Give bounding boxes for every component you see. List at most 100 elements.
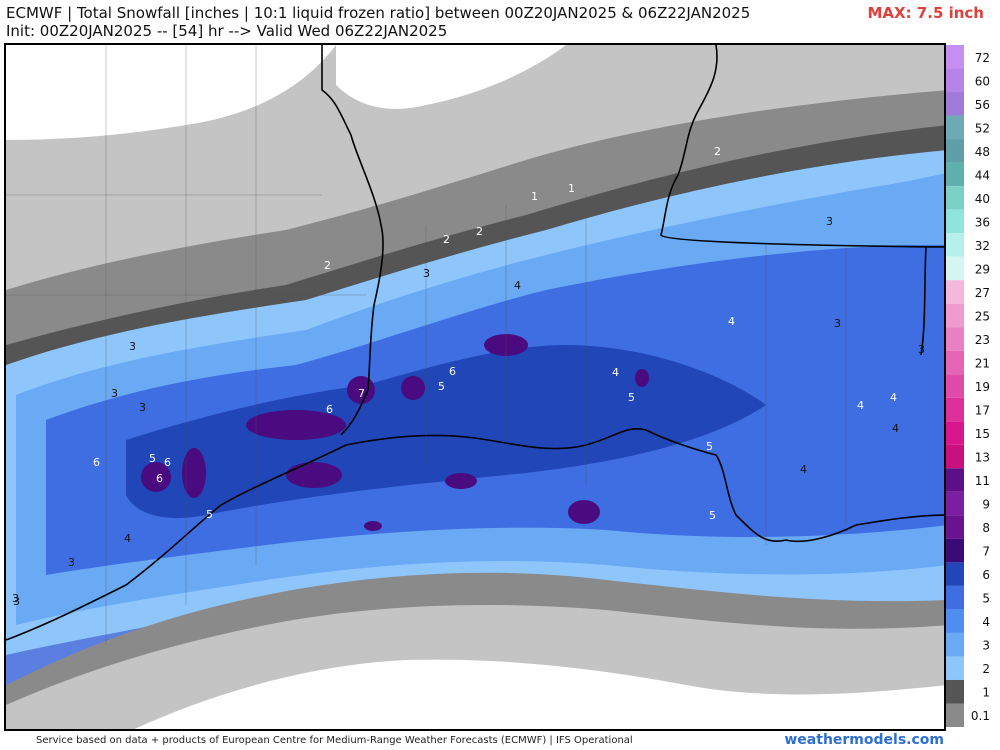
snow-7in-spot xyxy=(401,376,425,400)
legend-swatch xyxy=(946,256,964,281)
snowfall-legend: 72 60 56 52 48 44 40 36 32 29 27 25 23 21 19 17 15 13 11 9 8… xyxy=(946,45,1000,727)
weathermodels-brand[interactable]: weathermodels.com xyxy=(784,732,944,748)
contour-label: 3 xyxy=(834,317,841,330)
contour-label: 5 xyxy=(149,452,156,465)
legend-level-label: 17 xyxy=(975,404,990,418)
contour-label: 3 xyxy=(111,387,118,400)
legend-level-label: 8 xyxy=(982,521,990,535)
contour-label: 6 xyxy=(326,403,333,416)
contour-label: 5 xyxy=(709,509,716,522)
legend-level-label: 7 xyxy=(982,545,990,559)
contour-label: 5 xyxy=(706,440,713,453)
contour-label: 2 xyxy=(324,259,331,272)
snow-7in-spot xyxy=(635,369,649,387)
data-credit: Service based on data + products of Euro… xyxy=(36,735,633,746)
legend-swatch xyxy=(946,280,964,304)
legend-level-label: 0.1 xyxy=(971,709,990,723)
legend-level-label: 56 xyxy=(975,98,990,112)
legend-swatch xyxy=(946,68,964,93)
legend-level-label: 25 xyxy=(975,309,990,323)
legend-level-label: 21 xyxy=(975,356,990,370)
legend-swatch xyxy=(946,632,964,657)
contour-label: 3 xyxy=(68,556,75,569)
contour-label: 6 xyxy=(164,456,171,469)
state-boundaries xyxy=(6,45,944,641)
gulf-coastline xyxy=(6,428,944,641)
legend-swatch xyxy=(946,609,964,633)
contour-label: 3 xyxy=(423,267,430,280)
legend-level-label: 13 xyxy=(975,451,990,465)
legend-swatch xyxy=(946,444,964,469)
snow-7in-spot xyxy=(141,462,171,492)
legend-level-label: 4 xyxy=(982,615,990,629)
legend-swatch xyxy=(946,139,964,163)
legend-level-label: 32 xyxy=(975,239,990,253)
legend-swatch xyxy=(946,679,964,704)
legend-swatch xyxy=(946,515,964,539)
legend-level-label: 27 xyxy=(975,286,990,300)
county-lines xyxy=(6,45,847,645)
contour-label: 4 xyxy=(892,422,899,435)
contour-label: 3 xyxy=(826,215,833,228)
legend-swatch xyxy=(946,233,964,257)
map-title-line1: ECMWF | Total Snowfall [inches | 10:1 li… xyxy=(6,4,751,22)
snow-7in-spot xyxy=(445,473,477,489)
legend-level-label: 9 xyxy=(982,498,990,512)
gulf-no-snow-region xyxy=(134,659,944,729)
contour-label: 3 xyxy=(13,595,20,608)
contour-label: 5 xyxy=(206,508,213,521)
contour-label: 4 xyxy=(612,366,619,379)
legend-swatch xyxy=(946,350,964,375)
contour-label: 5 xyxy=(628,391,635,404)
legend-swatch xyxy=(946,162,964,187)
legend-swatch xyxy=(946,92,964,116)
contour-label: 6 xyxy=(93,456,100,469)
legend-swatch xyxy=(946,209,964,234)
contour-label: 4 xyxy=(857,399,864,412)
snow-6in-area xyxy=(126,345,766,519)
contour-label: 4 xyxy=(890,391,897,404)
legend-level-label: 6 xyxy=(982,568,990,582)
texas-louisiana-border xyxy=(321,45,384,436)
legend-level-label: 11 xyxy=(975,474,990,488)
legend-level-label: 2 xyxy=(982,662,990,676)
legend-level-label: 52 xyxy=(975,121,990,135)
contour-label: 6 xyxy=(449,365,456,378)
legend-level-label: 40 xyxy=(975,192,990,206)
contour-label: 3 xyxy=(139,401,146,414)
legend-swatch xyxy=(946,656,964,680)
legend-swatch xyxy=(946,562,964,586)
legend-level-label: 29 xyxy=(975,262,990,276)
contour-label: 7 xyxy=(358,387,365,400)
no-snow-region-north xyxy=(6,45,336,140)
contour-label: 4 xyxy=(800,463,807,476)
legend-level-label: 60 xyxy=(975,74,990,88)
snow-7in-spot xyxy=(246,410,346,440)
contour-label: 3 xyxy=(918,343,925,356)
legend-level-label: 36 xyxy=(975,215,990,229)
legend-color-bar: 7260565248444036322927252321191715131198… xyxy=(946,45,990,727)
legend-level-label: 3 xyxy=(982,639,990,653)
legend-level-label: 72 xyxy=(975,51,990,65)
snow-7in-spot xyxy=(568,500,600,524)
contour-label: 5 xyxy=(438,380,445,393)
legend-swatch xyxy=(946,374,964,398)
contour-label: 6 xyxy=(156,472,163,485)
legend-swatch xyxy=(946,421,964,445)
legend-swatch xyxy=(946,397,964,422)
map-title-line2: Init: 00Z20JAN2025 -- [54] hr --> Valid … xyxy=(6,22,448,40)
contour-label: 2 xyxy=(476,225,483,238)
contour-label: 2 xyxy=(443,233,450,246)
contour-label: 4 xyxy=(124,532,131,545)
legend-level-label: 44 xyxy=(975,168,990,182)
mississippi-alabama-border xyxy=(920,246,927,356)
snow-7in-spot xyxy=(286,462,342,488)
legend-swatch xyxy=(946,186,964,210)
legend-level-label: 23 xyxy=(975,333,990,347)
legend-level-label: 1 xyxy=(982,686,990,700)
contour-label: 2 xyxy=(714,145,721,158)
contour-label: 1 xyxy=(531,190,538,203)
